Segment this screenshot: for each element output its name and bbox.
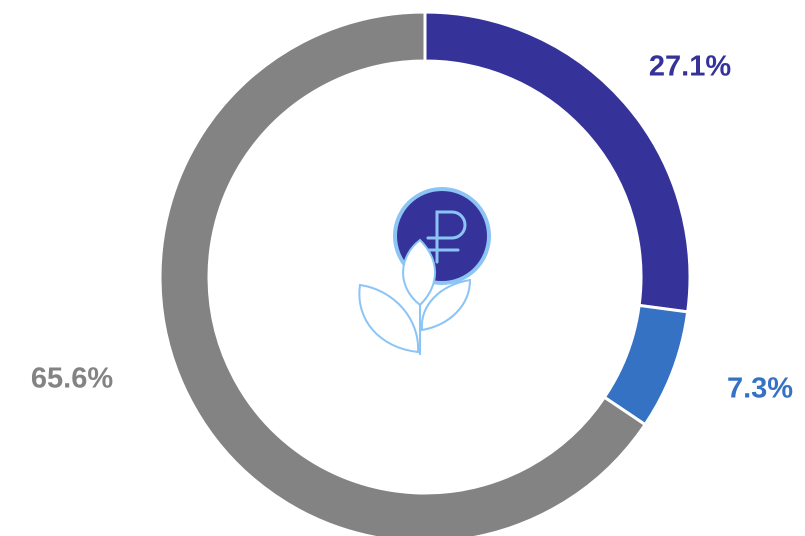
- data-label: 27.1%: [649, 51, 731, 83]
- leaves: [358, 238, 472, 356]
- ruble-sign: [426, 210, 467, 264]
- data-label: 65.6%: [31, 363, 113, 395]
- donut-segment: [158, 10, 648, 536]
- center-icon: [358, 187, 491, 356]
- data-label: 7.3%: [727, 373, 793, 405]
